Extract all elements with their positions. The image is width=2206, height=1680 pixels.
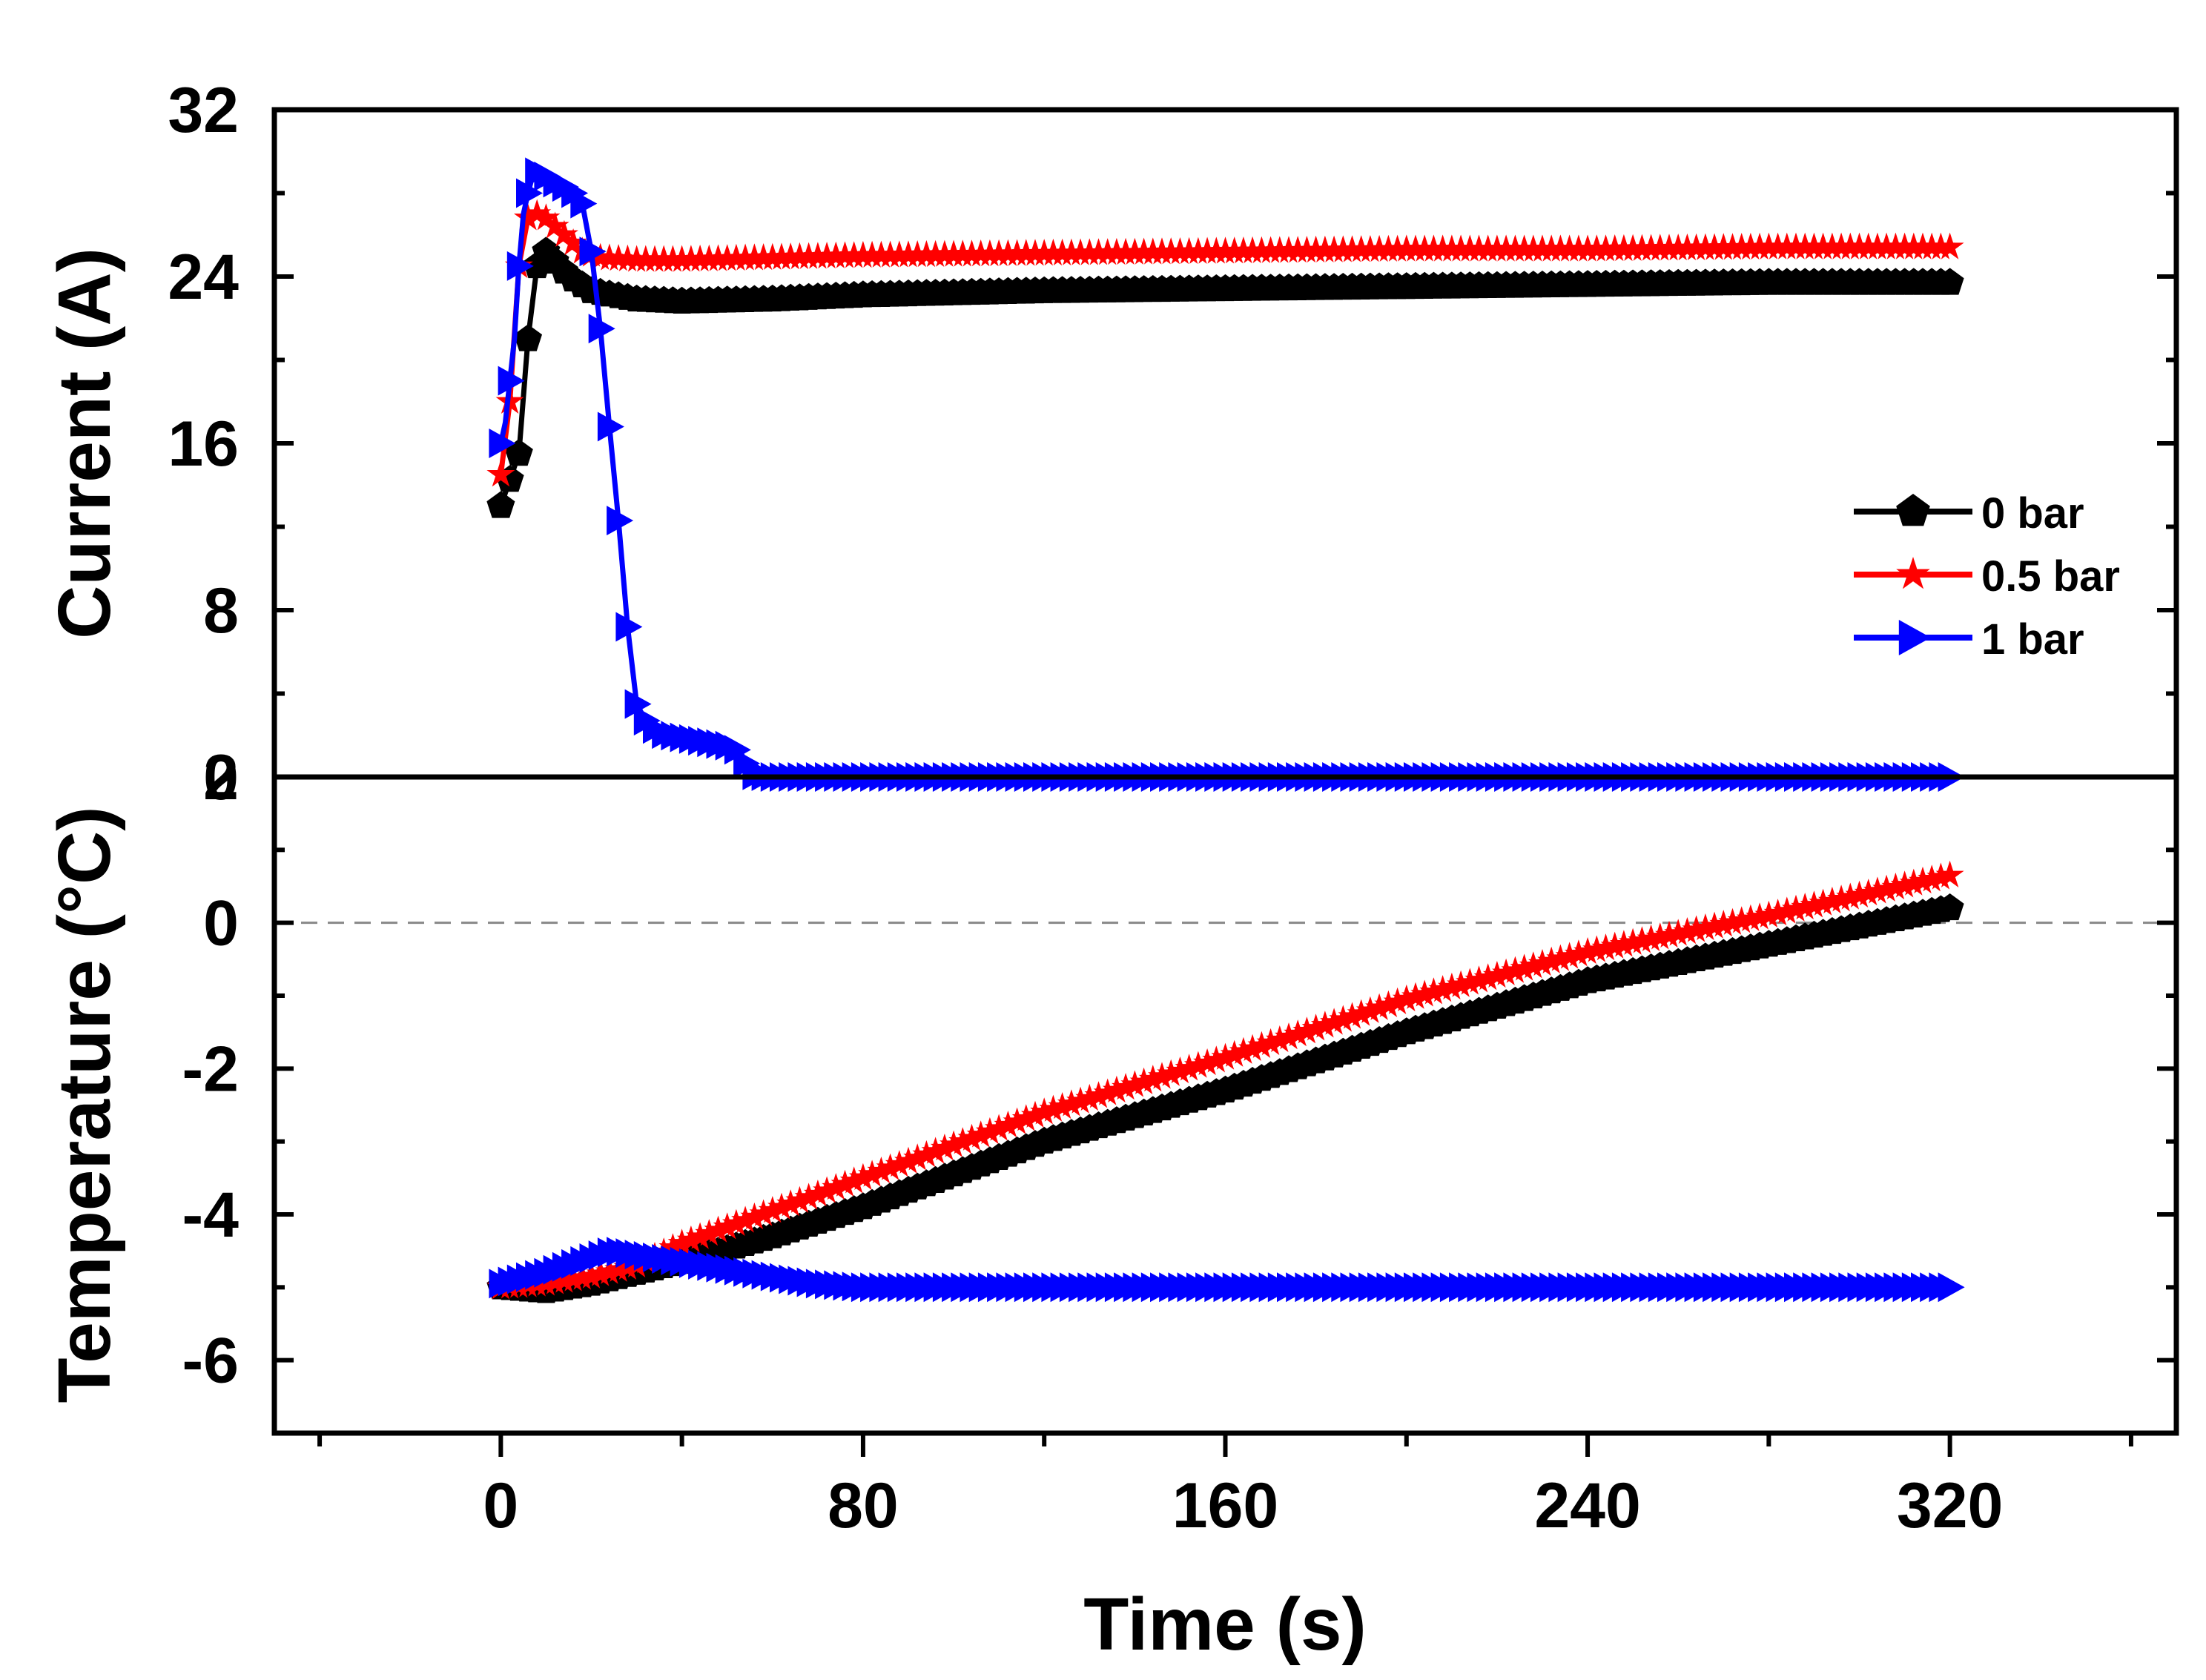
temperature-y-axis-label: Temperature (°C) <box>43 807 126 1403</box>
current-y-tick-label: 0 <box>203 742 239 813</box>
legend-label: 1 bar <box>1981 615 2084 664</box>
x-tick-label: 240 <box>1534 1470 1641 1541</box>
temperature-y-axis: -6-4-202 <box>182 742 2176 1435</box>
current-point-0-bar <box>513 324 543 351</box>
x-tick-label: 0 <box>483 1470 518 1541</box>
x-tick-label: 80 <box>828 1470 899 1541</box>
current-plot-frame <box>271 107 2179 780</box>
temperature-plot-frame <box>271 774 2179 1436</box>
legend-label: 0.5 bar <box>1981 552 2120 601</box>
temperature-point-1-bar <box>1938 1272 1965 1303</box>
current-y-axis: 0 8 16 24 32 <box>168 75 2176 813</box>
temperature-series-group <box>486 860 1965 1303</box>
current-y-tick-label: 32 <box>168 75 239 146</box>
temperature-y-tick-label: -4 <box>182 1180 240 1251</box>
temperature-y-tick-label: -2 <box>182 1034 239 1105</box>
current-y-tick-label: 16 <box>168 409 239 480</box>
temperature-y-tick-label: 0 <box>203 888 239 959</box>
current-y-axis-label: Current (A) <box>43 248 126 639</box>
temperature-y-tick-label: -6 <box>182 1326 239 1397</box>
x-axis-label: Time (s) <box>1083 1583 1367 1666</box>
legend-marker <box>1896 494 1930 526</box>
current-y-tick-label: 8 <box>203 575 239 646</box>
temperature-panel: -6-4-202 Temperature (°C) <box>43 742 2179 1436</box>
legend: 0 bar 0.5 bar 1 bar <box>1854 489 2120 664</box>
x-tick-label: 160 <box>1172 1470 1279 1541</box>
current-y-tick-label: 24 <box>168 242 239 313</box>
x-tick-label: 320 <box>1897 1470 2004 1541</box>
current-panel: 0 8 16 24 32 Current (A) <box>43 75 2179 813</box>
temperature-y-tick-label: 2 <box>203 742 239 813</box>
x-axis: 0 80 160 240 320 <box>317 1433 2133 1541</box>
legend-label: 0 bar <box>1981 489 2084 538</box>
current-series-group <box>486 157 1965 792</box>
legend-marker <box>1898 620 1931 655</box>
current-point-0-bar <box>486 491 515 518</box>
